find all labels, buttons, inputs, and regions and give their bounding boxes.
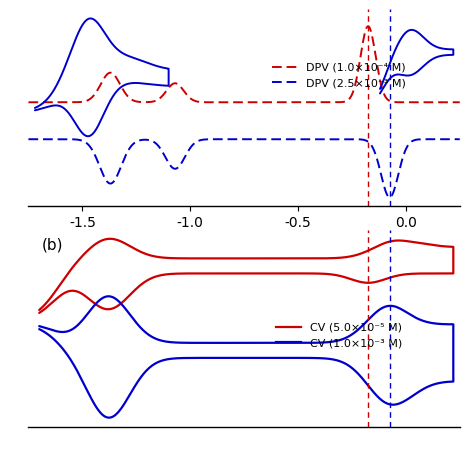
- Legend: DPV (1.0×10⁻⁴ M), DPV (2.5×10⁻³ M): DPV (1.0×10⁻⁴ M), DPV (2.5×10⁻³ M): [268, 58, 410, 93]
- X-axis label: E / V vs Fc/Fc⁺: E / V vs Fc/Fc⁺: [190, 236, 299, 251]
- Legend: CV (5.0×10⁻⁵ M), CV (1.0×10⁻³ M): CV (5.0×10⁻⁵ M), CV (1.0×10⁻³ M): [272, 318, 406, 353]
- Text: (b): (b): [41, 238, 63, 253]
